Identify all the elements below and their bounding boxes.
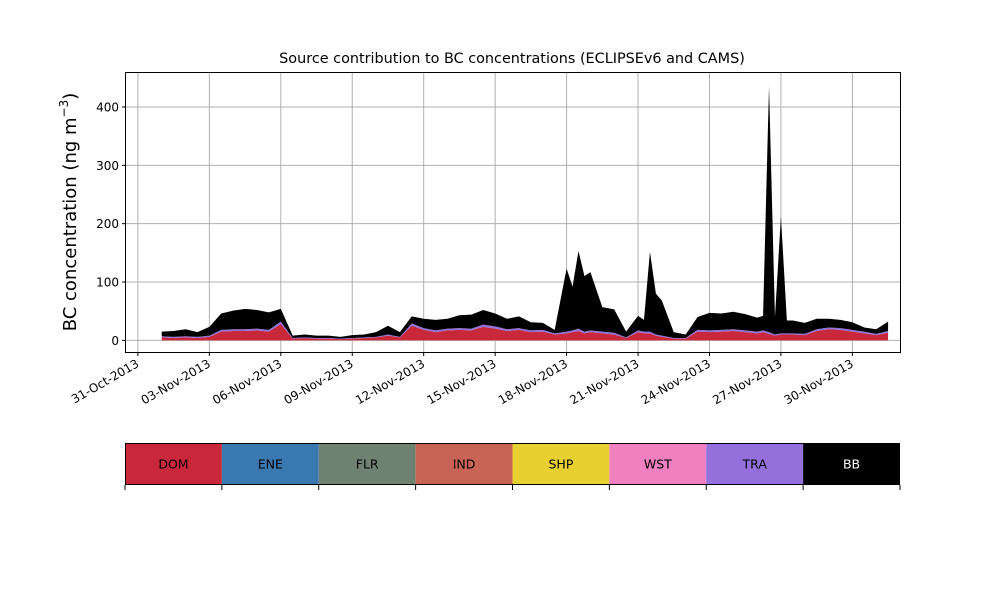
- x-tick-label: 06-Nov-2013: [210, 356, 284, 407]
- legend-label-bb: BB: [843, 457, 860, 472]
- y-axis-label: BC concentration (ng m−3): [57, 93, 81, 332]
- x-tick-label: 15-Nov-2013: [424, 356, 498, 407]
- x-tick-label: 12-Nov-2013: [353, 356, 427, 407]
- legend-swatch-ind: [415, 443, 513, 485]
- x-tick-label: 03-Nov-2013: [139, 356, 213, 407]
- plot-frame: [125, 72, 901, 353]
- stacked-areas: [161, 86, 889, 341]
- legend-frame: [125, 443, 900, 485]
- y-tick-label: 200: [96, 217, 119, 231]
- area-tra: [161, 321, 889, 340]
- legend-swatch-flr: [318, 443, 416, 485]
- legend-label-tra: TRA: [742, 457, 768, 472]
- x-tick-label: 18-Nov-2013: [496, 356, 570, 407]
- legend-label-ind: IND: [453, 457, 476, 472]
- x-tick-label: 27-Nov-2013: [710, 356, 784, 407]
- area-dom: [161, 324, 889, 341]
- y-tick-label: 300: [96, 159, 119, 173]
- chart-title: Source contribution to BC concentrations…: [279, 51, 745, 67]
- y-tick-label: 100: [96, 276, 119, 290]
- legend-label-dom: DOM: [158, 457, 188, 472]
- y-tick-label: 0: [111, 334, 119, 348]
- x-axis: 31-Oct-201303-Nov-201306-Nov-201309-Nov-…: [69, 352, 856, 407]
- x-tick-label: 24-Nov-2013: [639, 356, 713, 407]
- legend-label-wst: WST: [644, 457, 672, 472]
- y-axis: 0 100 200 300 400: [96, 101, 126, 348]
- x-tick-label: 21-Nov-2013: [567, 356, 641, 407]
- legend-swatch-dom: [125, 443, 222, 485]
- legend-swatch-tra: [706, 443, 804, 485]
- legend-swatch-shp: [512, 443, 610, 485]
- x-tick-label: 09-Nov-2013: [282, 356, 356, 407]
- legend-label-flr: FLR: [356, 457, 379, 472]
- legend-colorbar: DOM ENE FLR IND SHP WST TRA BB: [124, 443, 901, 490]
- area-bb: [161, 86, 889, 339]
- legend-label-shp: SHP: [549, 457, 574, 472]
- legend-swatch-wst: [609, 443, 707, 485]
- x-tick-label: 31-Oct-2013: [69, 356, 141, 406]
- legend-swatch-ene: [221, 443, 319, 485]
- y-tick-label: 400: [96, 101, 119, 115]
- legend-label-ene: ENE: [258, 457, 283, 472]
- legend-swatch-bb: [803, 443, 900, 485]
- x-tick-label: 30-Nov-2013: [782, 356, 856, 407]
